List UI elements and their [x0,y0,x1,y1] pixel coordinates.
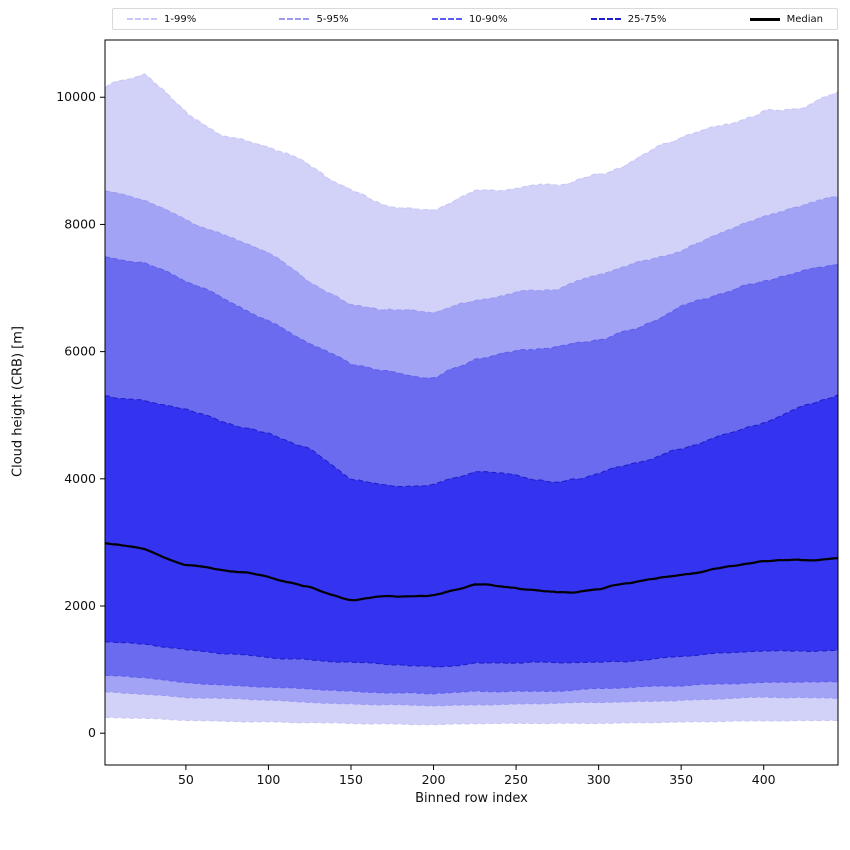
y-axis-label: Cloud height (CRB) [m] [10,326,26,477]
chart-legend: 1-99% 5-95% 10-90% 25-75% Median [112,8,838,30]
legend-label-1-99: 1-99% [164,13,197,25]
y-tick-label: 4000 [64,471,96,486]
y-tick-label: 2000 [64,598,96,613]
legend-item-10-90: 10-90% [431,13,508,25]
legend-label-5-95: 5-95% [316,13,349,25]
legend-item-median: Median [749,13,823,25]
band-edge-lower-10-90- [105,674,838,695]
legend-item-25-75: 25-75% [590,13,667,25]
x-tick-label: 350 [669,772,693,787]
x-tick-label: 200 [422,772,446,787]
median-line [105,542,838,602]
x-tick-label: 100 [257,772,281,787]
band-area-25-75- [105,394,838,668]
axes-frame [104,39,839,766]
legend-label-10-90: 10-90% [468,13,508,25]
plot-area [105,73,838,726]
x-tick-label: 250 [504,772,528,787]
legend-line-sample-10-90 [431,18,462,20]
legend-item-5-95: 5-95% [279,13,349,25]
y-tick-label: 8000 [64,216,96,231]
band-edge-upper-25-75- [105,394,838,488]
band-edge-lower-1-99- [105,716,838,726]
x-tick-label: 150 [339,772,363,787]
legend-line-sample-5-95 [279,18,310,20]
legend-item-1-99: 1-99% [127,14,196,25]
x-tick-label: 400 [752,772,776,787]
band-edge-lower-5-95- [105,691,838,707]
legend-label-median: Median [786,13,823,25]
y-tick-label: 10000 [56,89,96,104]
y-tick-label: 0 [88,725,96,740]
legend-line-sample-1-99 [127,18,157,20]
band-edge-lower-25-75- [105,641,838,668]
y-tick-label: 6000 [64,344,96,359]
legend-label-25-75: 25-75% [627,13,667,25]
legend-line-sample-25-75 [590,18,621,20]
band-edge-upper-5-95- [105,190,838,314]
x-tick-label: 50 [178,772,194,787]
band-edge-upper-10-90- [105,256,838,379]
band-edge-upper-1-99- [105,73,838,211]
x-tick-label: 300 [587,772,611,787]
legend-line-sample-median [749,17,780,21]
x-axis-label: Binned row index [415,791,528,806]
